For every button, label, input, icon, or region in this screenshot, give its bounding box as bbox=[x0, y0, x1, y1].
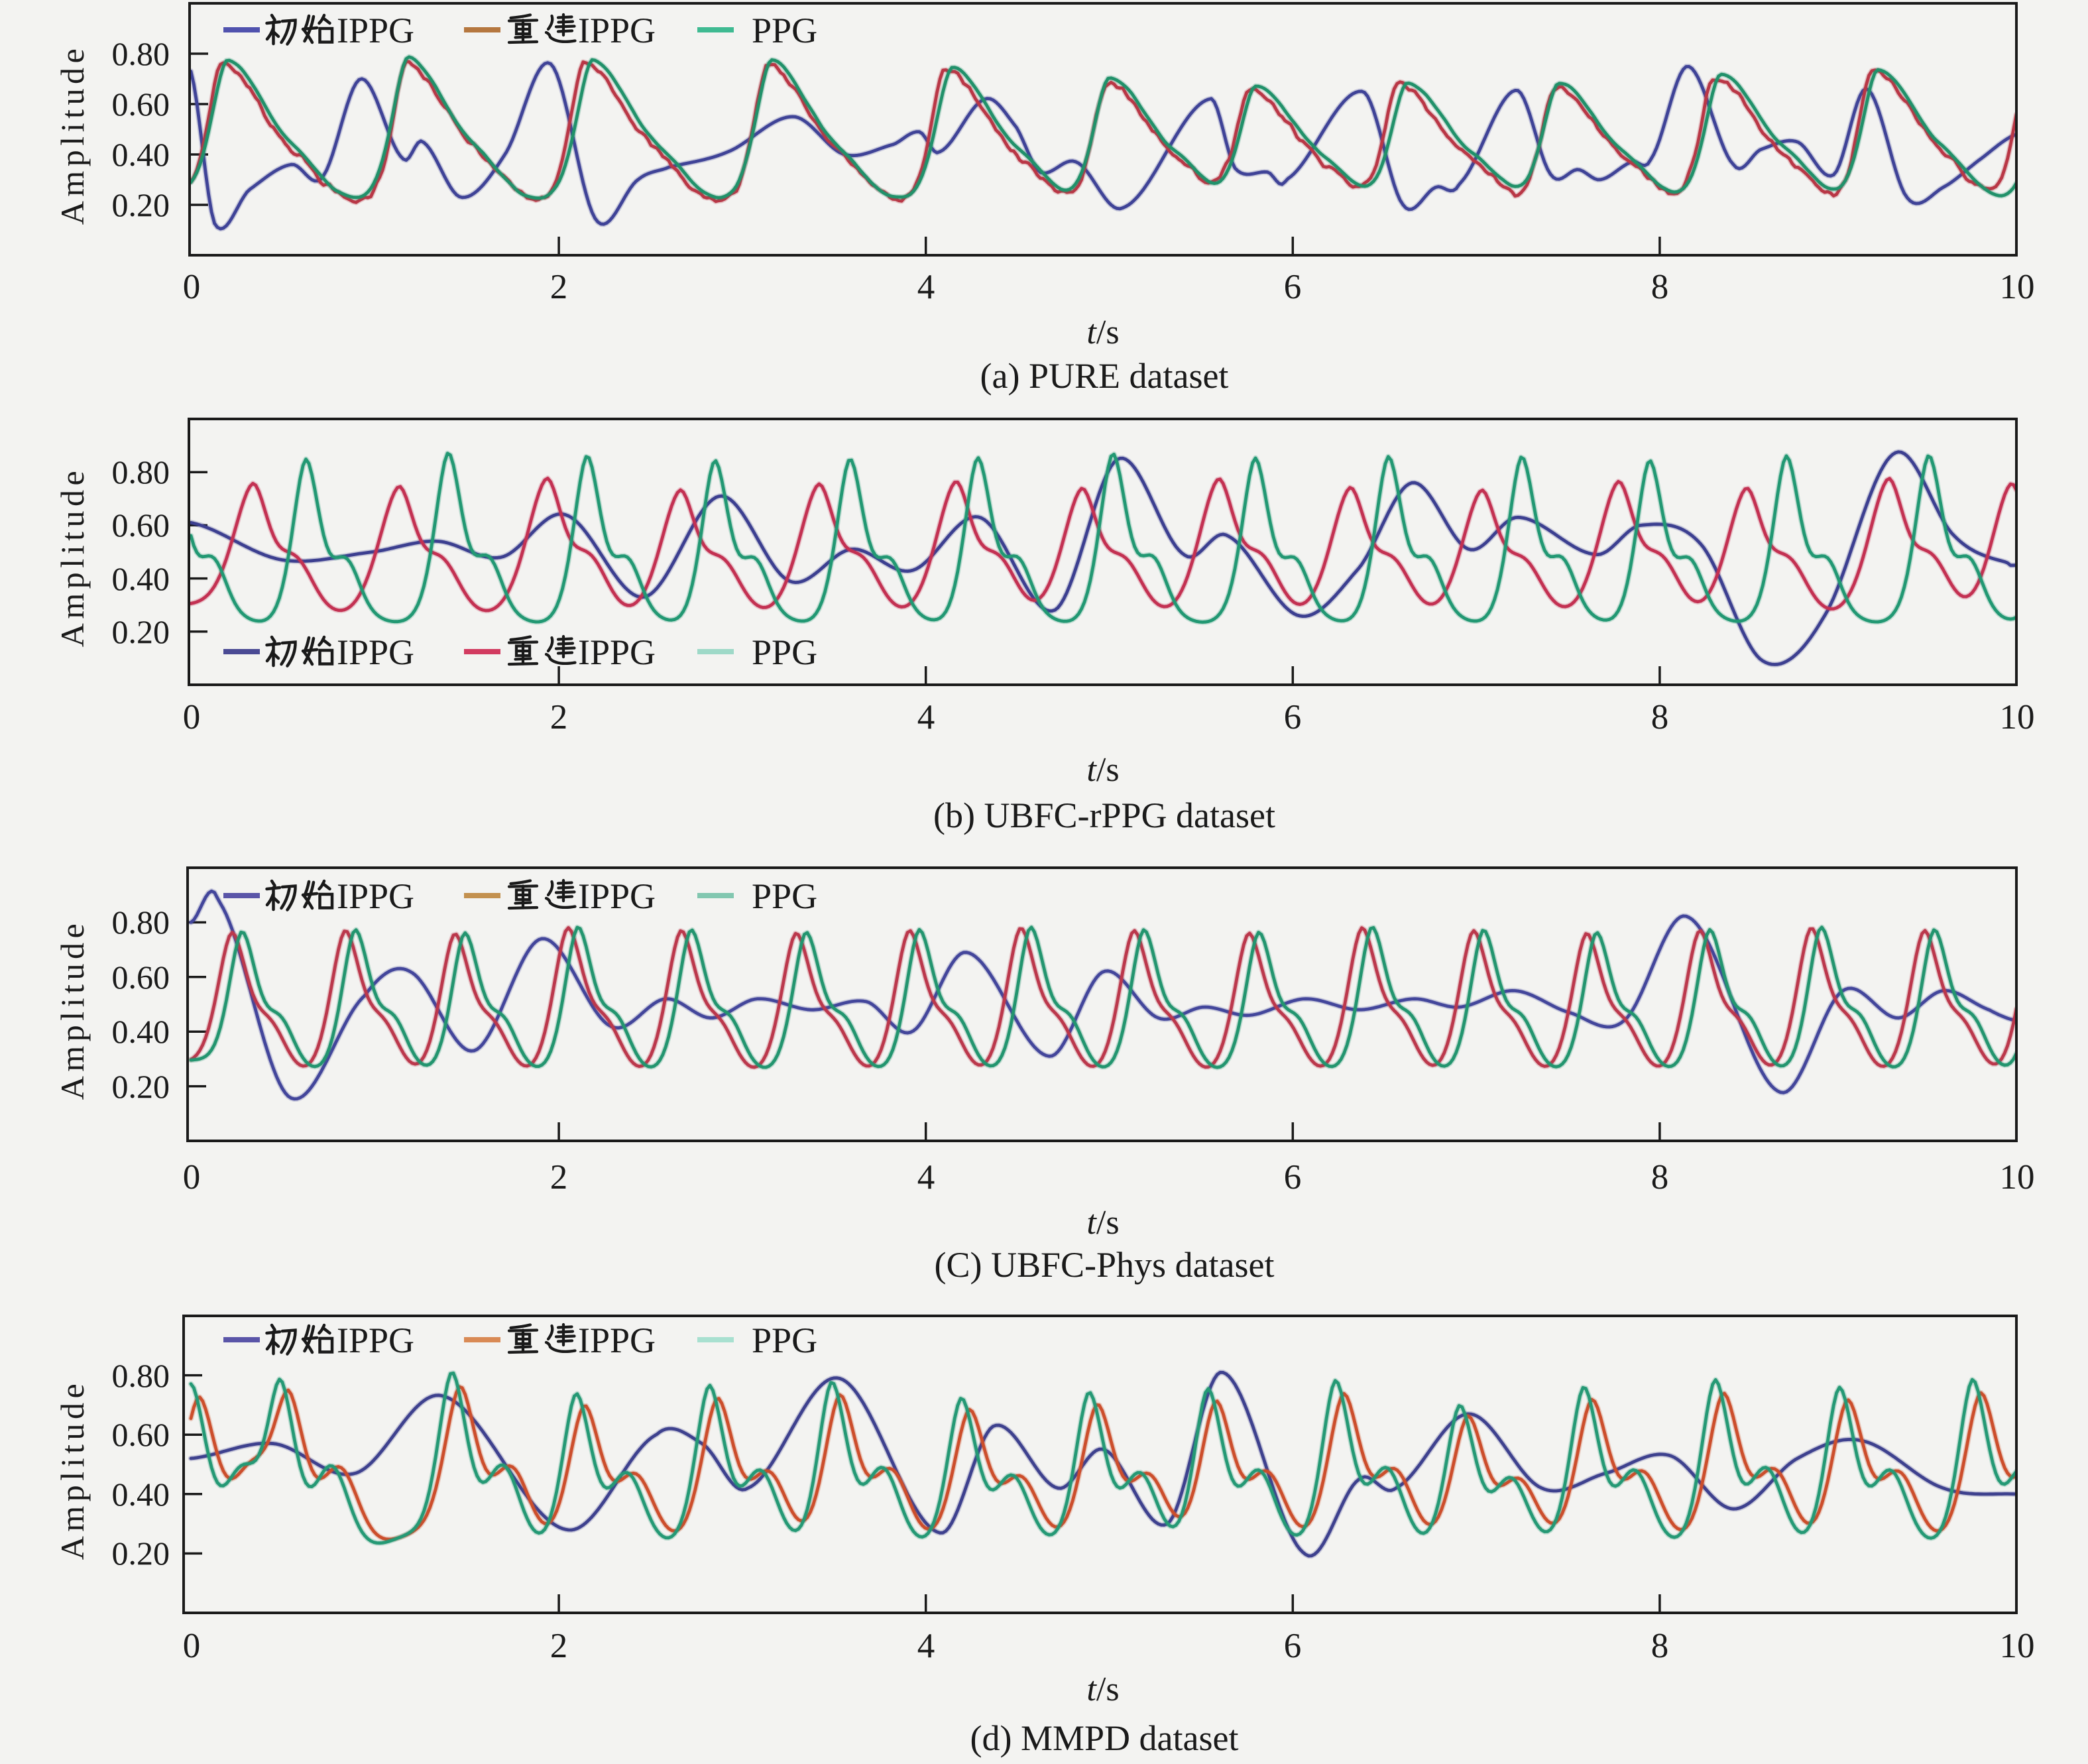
svg-text:IPPG: IPPG bbox=[337, 876, 414, 916]
svg-text:0.40: 0.40 bbox=[112, 560, 170, 597]
svg-text:IPPG: IPPG bbox=[578, 1321, 656, 1360]
svg-text:10: 10 bbox=[2000, 268, 2035, 306]
svg-text:0.20: 0.20 bbox=[112, 186, 170, 223]
svg-text:0.40: 0.40 bbox=[112, 1476, 170, 1513]
svg-text:10: 10 bbox=[2000, 1158, 2035, 1197]
svg-text:8: 8 bbox=[1651, 698, 1669, 736]
svg-text:t/s: t/s bbox=[1086, 751, 1119, 789]
svg-text:PPG: PPG bbox=[752, 1321, 817, 1360]
svg-text:Amplitude: Amplitude bbox=[54, 919, 91, 1100]
svg-text:6: 6 bbox=[1284, 268, 1302, 306]
svg-text:2: 2 bbox=[550, 698, 568, 736]
svg-text:Amplitude: Amplitude bbox=[54, 467, 91, 647]
svg-text:0.60: 0.60 bbox=[112, 506, 170, 544]
svg-text:(a) PURE dataset: (a) PURE dataset bbox=[980, 356, 1229, 396]
svg-text:6: 6 bbox=[1284, 1158, 1302, 1197]
svg-text:(b) UBFC-rPPG dataset: (b) UBFC-rPPG dataset bbox=[933, 795, 1275, 835]
svg-text:Amplitude: Amplitude bbox=[54, 1380, 91, 1560]
svg-text:0.80: 0.80 bbox=[112, 1357, 170, 1394]
svg-text:6: 6 bbox=[1284, 1627, 1302, 1665]
svg-text:Amplitude: Amplitude bbox=[54, 44, 91, 225]
svg-text:IPPG: IPPG bbox=[337, 1321, 414, 1360]
svg-text:IPPG: IPPG bbox=[337, 11, 414, 50]
svg-text:IPPG: IPPG bbox=[578, 11, 656, 50]
svg-text:0.40: 0.40 bbox=[112, 1013, 170, 1050]
svg-text:0.60: 0.60 bbox=[112, 959, 170, 996]
svg-text:0: 0 bbox=[183, 698, 201, 736]
svg-text:2: 2 bbox=[550, 1158, 568, 1197]
svg-text:t/s: t/s bbox=[1086, 1671, 1119, 1708]
svg-text:0.20: 0.20 bbox=[112, 613, 170, 650]
svg-text:IPPG: IPPG bbox=[578, 876, 656, 916]
svg-text:0: 0 bbox=[183, 1627, 201, 1665]
svg-text:IPPG: IPPG bbox=[578, 632, 656, 672]
svg-text:10: 10 bbox=[2000, 1627, 2035, 1665]
svg-text:8: 8 bbox=[1651, 1627, 1669, 1665]
svg-text:0: 0 bbox=[183, 1158, 201, 1197]
svg-text:0.80: 0.80 bbox=[112, 453, 170, 491]
svg-text:4: 4 bbox=[917, 698, 935, 736]
svg-text:2: 2 bbox=[550, 268, 568, 306]
svg-text:10: 10 bbox=[2000, 698, 2035, 736]
svg-text:0.80: 0.80 bbox=[112, 35, 170, 72]
svg-text:0.80: 0.80 bbox=[112, 904, 170, 941]
svg-text:2: 2 bbox=[550, 1627, 568, 1665]
svg-text:4: 4 bbox=[917, 1627, 935, 1665]
svg-text:0.60: 0.60 bbox=[112, 86, 170, 123]
svg-text:8: 8 bbox=[1651, 268, 1669, 306]
svg-text:t/s: t/s bbox=[1086, 1204, 1119, 1242]
svg-text:(C) UBFC-Phys dataset: (C) UBFC-Phys dataset bbox=[935, 1245, 1275, 1285]
svg-text:t/s: t/s bbox=[1086, 314, 1119, 351]
svg-text:0.20: 0.20 bbox=[112, 1535, 170, 1572]
svg-text:8: 8 bbox=[1651, 1158, 1669, 1197]
svg-text:0.20: 0.20 bbox=[112, 1068, 170, 1105]
svg-text:PPG: PPG bbox=[752, 11, 817, 50]
svg-text:PPG: PPG bbox=[752, 632, 817, 672]
svg-text:0.60: 0.60 bbox=[112, 1416, 170, 1453]
svg-text:4: 4 bbox=[917, 1158, 935, 1197]
svg-text:6: 6 bbox=[1284, 698, 1302, 736]
svg-text:IPPG: IPPG bbox=[337, 632, 414, 672]
svg-text:4: 4 bbox=[917, 268, 935, 306]
svg-text:0: 0 bbox=[183, 268, 201, 306]
svg-text:0.40: 0.40 bbox=[112, 136, 170, 173]
svg-text:(d) MMPD dataset: (d) MMPD dataset bbox=[970, 1718, 1239, 1758]
svg-text:PPG: PPG bbox=[752, 876, 817, 916]
